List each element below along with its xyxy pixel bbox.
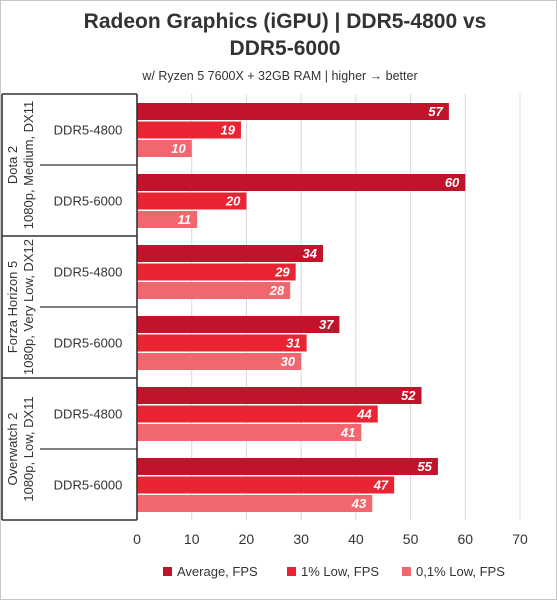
bar bbox=[137, 263, 296, 281]
bar bbox=[137, 245, 324, 262]
data-label: 43 bbox=[351, 496, 367, 511]
x-tick-label: 20 bbox=[239, 531, 255, 547]
data-label: 19 bbox=[220, 123, 235, 138]
legend-swatch bbox=[402, 567, 411, 576]
group-label: 1080p, Medium, DX11 bbox=[21, 101, 36, 229]
data-label: 28 bbox=[269, 283, 285, 298]
x-tick-label: 10 bbox=[184, 531, 200, 547]
group-label: 1080p, Very Low, DX12 bbox=[21, 239, 36, 375]
data-label: 29 bbox=[274, 265, 290, 280]
bar bbox=[137, 476, 395, 494]
bar bbox=[137, 140, 192, 157]
group-label: Overwatch 2 bbox=[5, 413, 20, 486]
data-label: 20 bbox=[225, 194, 241, 209]
bar bbox=[137, 121, 241, 139]
chart-subtitle: w/ Ryzen 5 7600X + 32GB RAM | higher → b… bbox=[142, 69, 418, 83]
data-label: 10 bbox=[171, 141, 186, 156]
bar bbox=[137, 353, 302, 370]
bar bbox=[137, 458, 438, 475]
bar bbox=[137, 174, 466, 191]
data-label: 34 bbox=[303, 246, 318, 261]
legend-label: 1% Low, FPS bbox=[301, 564, 379, 579]
data-label: 30 bbox=[281, 354, 296, 369]
bar bbox=[137, 316, 340, 333]
data-label: 52 bbox=[401, 388, 416, 403]
group-label: 1080p, Low, DX11 bbox=[21, 396, 36, 501]
x-tick-label: 70 bbox=[512, 531, 528, 547]
bar bbox=[137, 282, 291, 299]
data-label: 37 bbox=[319, 317, 334, 332]
bar bbox=[137, 387, 422, 404]
bar bbox=[137, 495, 373, 512]
bar bbox=[137, 334, 307, 352]
data-label: 60 bbox=[445, 175, 460, 190]
category-label: DDR5-6000 bbox=[54, 478, 123, 493]
bar bbox=[137, 211, 198, 228]
x-tick-label: 50 bbox=[403, 531, 419, 547]
legend-label: Average, FPS bbox=[177, 564, 258, 579]
data-label: 11 bbox=[178, 212, 192, 227]
bar bbox=[137, 424, 362, 441]
category-label: DDR5-6000 bbox=[54, 336, 123, 351]
x-tick-label: 40 bbox=[348, 531, 364, 547]
group-label: Forza Horizon 5 bbox=[5, 261, 20, 353]
category-label: DDR5-4800 bbox=[54, 123, 123, 138]
legend-swatch bbox=[163, 567, 172, 576]
data-label: 31 bbox=[286, 336, 300, 351]
bar bbox=[137, 405, 378, 423]
x-tick-label: 60 bbox=[457, 531, 473, 547]
data-label: 47 bbox=[373, 478, 389, 493]
data-label: 55 bbox=[417, 459, 432, 474]
data-label: 44 bbox=[356, 407, 372, 422]
x-tick-label: 30 bbox=[293, 531, 309, 547]
category-label: DDR5-6000 bbox=[54, 194, 123, 209]
x-tick-label: 0 bbox=[133, 531, 141, 547]
group-label: Dota 2 bbox=[5, 146, 20, 184]
data-label: 57 bbox=[428, 104, 443, 119]
chart-title: Radeon Graphics (iGPU) | DDR5-4800 vs DD… bbox=[83, 10, 487, 60]
bar bbox=[137, 192, 247, 210]
bar bbox=[137, 103, 449, 120]
category-label: DDR5-4800 bbox=[54, 407, 123, 422]
legend-label: 0,1% Low, FPS bbox=[416, 564, 505, 579]
legend-swatch bbox=[287, 567, 296, 576]
category-label: DDR5-4800 bbox=[54, 265, 123, 280]
data-label: 41 bbox=[340, 425, 355, 440]
